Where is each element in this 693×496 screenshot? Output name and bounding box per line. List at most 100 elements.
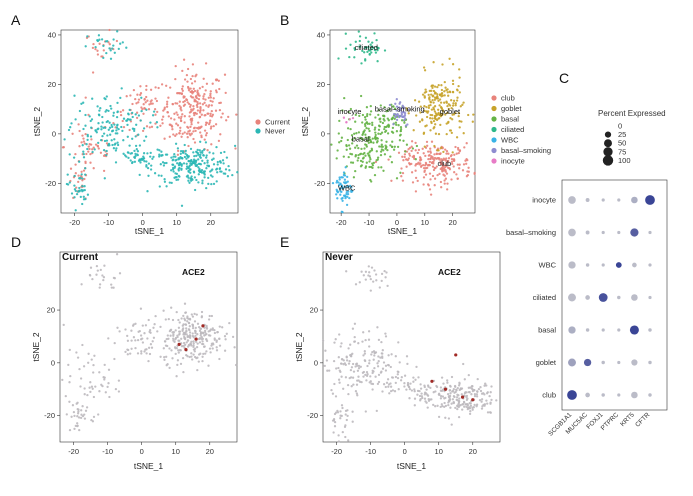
dot-scgb1a1-ciliated [568,293,576,302]
point-wbc [343,185,346,189]
point-basal [386,109,389,112]
dot-scgb1a1-goblet [568,358,576,367]
point-current [128,128,131,132]
point-goblet [436,93,439,96]
point-cells [177,326,181,329]
point-cells [186,334,190,338]
point-cells [184,343,187,346]
point-current [167,115,170,118]
point-club [419,165,423,168]
point-current [84,161,87,165]
point-basal [399,125,403,129]
point-cells [182,341,186,345]
point-club [442,157,445,160]
point-cells [410,389,414,392]
point-never [97,122,100,125]
point-cells [76,356,80,359]
point-current [203,114,206,117]
point-cells [182,323,185,326]
point-never [145,160,148,163]
point-cells [376,362,379,365]
point-cells [194,326,197,330]
point-current [159,124,162,127]
point-ace2 [471,398,475,402]
point-never [215,168,218,171]
point-club [467,166,470,169]
point-cells [475,405,478,408]
point-cells [187,321,191,325]
point-club [458,167,461,170]
point-cells [439,395,443,398]
point-basal [373,173,377,177]
point-goblet [451,79,455,82]
point-cells [87,361,90,364]
dot-krt5-club [631,391,638,399]
y-tick-label: 20 [310,306,318,315]
point-never [80,102,83,105]
point-goblet [425,110,429,113]
point-never [121,129,124,133]
point-basal [375,141,379,144]
point-cells [78,367,81,371]
point-current [186,101,189,104]
point-club [403,153,407,156]
point-cells [373,354,376,357]
point-never [153,172,157,175]
point-never [180,164,183,167]
point-never [225,156,229,159]
point-cells [152,326,155,329]
point-cells [188,318,192,321]
point-cells [113,341,116,345]
point-basal [399,171,402,174]
point-cells [90,358,93,361]
point-never [199,163,203,166]
point-cells [385,271,388,274]
point-current [134,97,137,101]
point-cells [172,337,175,340]
point-cells [153,323,156,326]
point-current [121,119,124,123]
point-cells [345,355,348,358]
point-cells [185,333,188,336]
point-cells [351,410,354,413]
point-wbc [345,203,349,207]
point-basal [343,96,346,100]
point-cells [350,385,353,388]
point-cells [196,342,199,345]
point-cells [110,283,113,286]
point-cells [363,350,366,353]
point-never [128,108,131,112]
point-cells [390,353,393,356]
point-cells [97,413,100,416]
dot-muc5ac-club [585,392,590,398]
point-basal [341,109,344,112]
point-never [135,123,138,126]
point-never [120,125,123,129]
dot-krt5-wbc [632,262,637,268]
point-current [161,122,164,125]
panel-letter-a: A [11,12,21,28]
point-never [81,202,84,206]
point-inocyte [345,121,348,124]
point-current [89,152,92,156]
point-goblet [431,99,434,102]
point-never [121,41,124,44]
point-goblet [458,126,461,129]
point-club [453,171,456,174]
dot-foxj1-goblet [601,360,605,365]
point-cells [414,378,417,381]
point-current [139,85,142,88]
point-never [100,125,103,128]
point-never [224,168,228,171]
point-cells [218,337,221,341]
point-never [108,47,111,50]
point-cells [377,380,381,384]
point-basal [369,158,372,161]
x-tick-label: -20 [69,218,80,227]
point-current [209,90,212,93]
point-club [447,157,451,160]
point-club [458,163,461,166]
point-cells [90,385,94,388]
point-never [190,175,193,178]
point-never [111,47,114,50]
